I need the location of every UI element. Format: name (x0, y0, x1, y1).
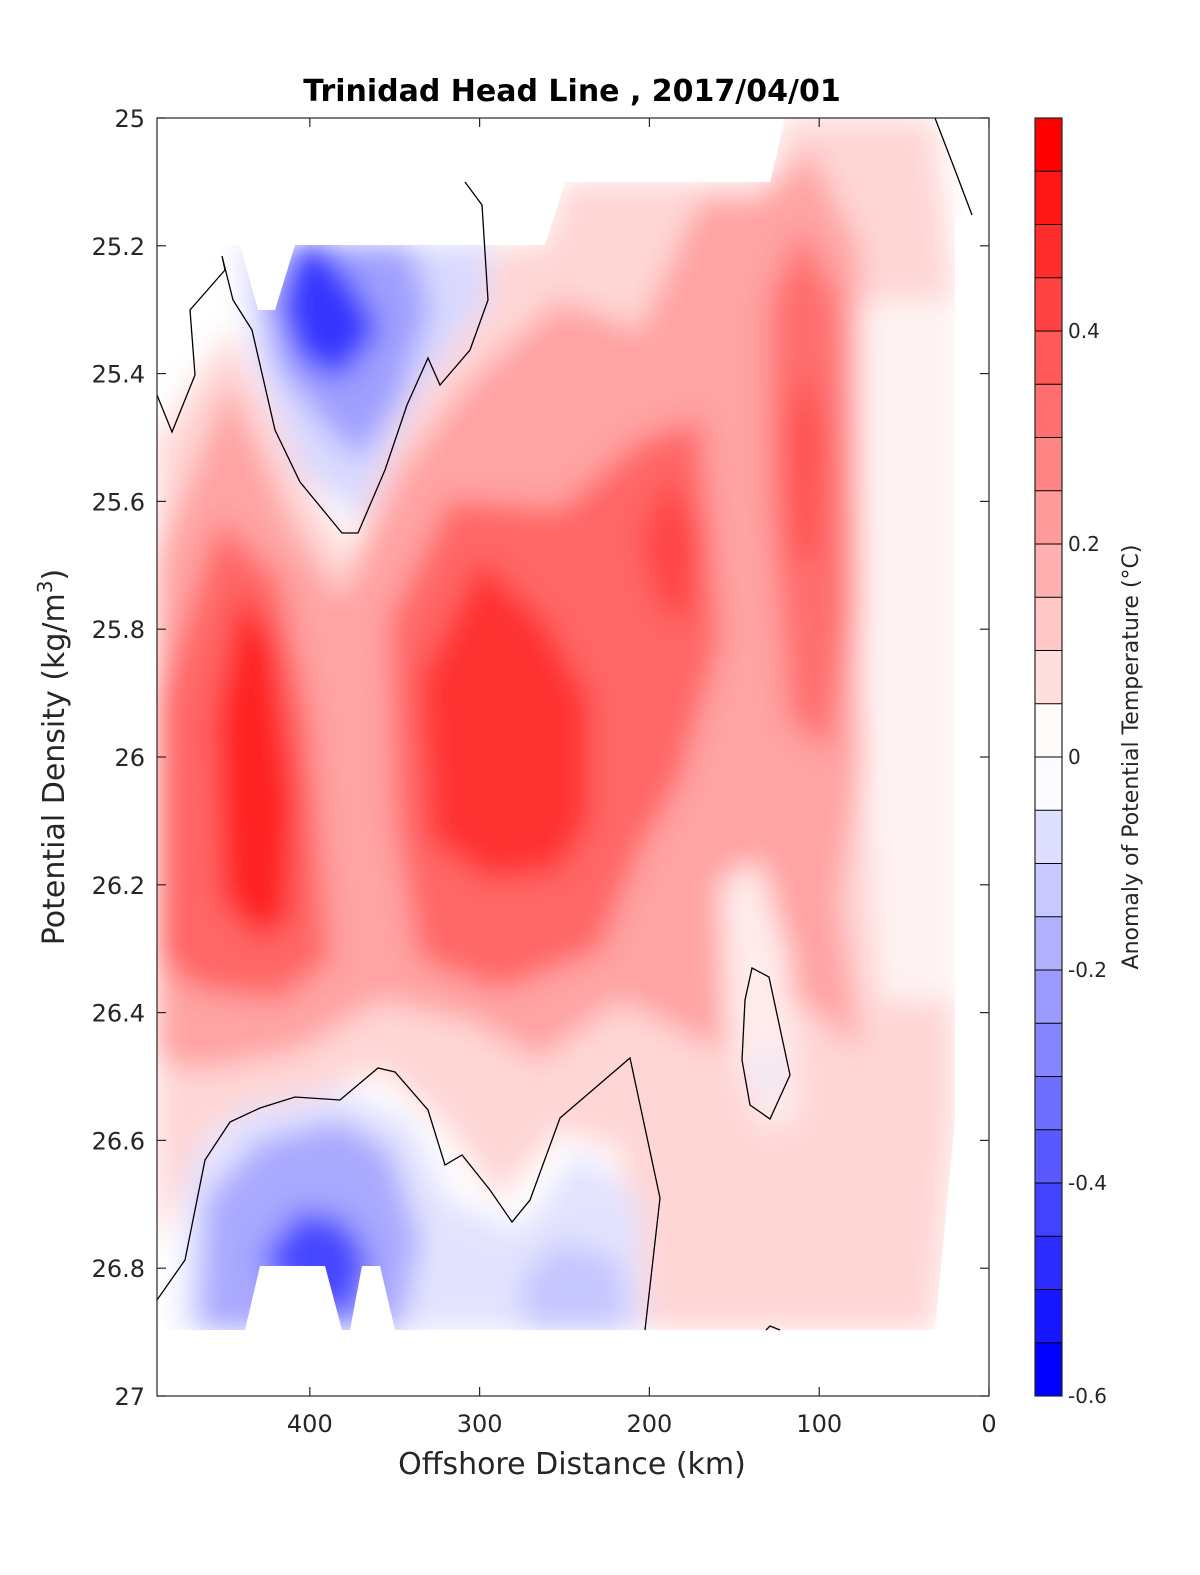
colorbar-level (1035, 1129, 1062, 1183)
x-tick-label: 400 (287, 1410, 333, 1438)
y-axis-label-superscript: 3 (33, 580, 57, 593)
y-tick-label: 27 (114, 1383, 145, 1411)
no-data-bottom-notch-2 (350, 1266, 395, 1330)
cool-core-north (280, 245, 380, 380)
colorbar-level (1035, 277, 1062, 331)
warm-spot-4 (790, 360, 820, 560)
colorbar-level (1035, 224, 1062, 278)
neutral-east (860, 300, 955, 1000)
colorbar-tick-label: 0.2 (1068, 532, 1100, 556)
colorbar-tick-label: 0 (1068, 745, 1081, 769)
no-data-bottom (157, 1330, 989, 1396)
colorbar-level (1035, 970, 1062, 1024)
colorbar-level (1035, 650, 1062, 704)
colorbar-level (1035, 1076, 1062, 1130)
no-data-west-notch (157, 245, 295, 310)
y-tick-label: 25.2 (92, 233, 145, 261)
cool-core-south (260, 1210, 370, 1320)
y-tick-label: 25 (114, 105, 145, 133)
colorbar-tick-label: -0.2 (1068, 958, 1107, 982)
colorbar-level (1035, 118, 1062, 172)
colorbar-level (1035, 1289, 1062, 1343)
x-axis-label: Offshore Distance (km) (398, 1447, 746, 1482)
x-tick-label: 100 (796, 1410, 842, 1438)
colorbar-level (1035, 490, 1062, 544)
cool-spot-east (755, 1040, 780, 1100)
x-axis: 400 300 200 100 0 (287, 118, 997, 1438)
colorbar-level (1035, 544, 1062, 598)
y-tick-label: 26.2 (92, 872, 145, 900)
colorbar-level (1035, 437, 1062, 491)
colorbar-level (1035, 703, 1062, 757)
warm-core-2 (420, 560, 590, 880)
colorbar-level (1035, 810, 1062, 864)
y-axis-label-suffix: ) (37, 569, 72, 581)
colorbar-level (1035, 384, 1062, 438)
colorbar-level (1035, 1183, 1062, 1237)
y-tick-label: 26.6 (92, 1127, 145, 1155)
zero-contour-south (157, 1056, 661, 1331)
y-tick-label: 25.8 (92, 616, 145, 644)
no-data-top-left (157, 118, 785, 245)
colorbar-level (1035, 171, 1062, 225)
colorbar-level (1035, 757, 1062, 811)
cool-region-south-east (520, 1240, 630, 1330)
colorbar-label: Anomaly of Potential Temperature (°C) (1119, 545, 1144, 970)
colorbar-level (1035, 597, 1062, 651)
colorbar: -0.6 -0.4 -0.2 0 0.2 0.4 (1034, 117, 1107, 1408)
y-axis: 25 25.2 25.4 25.6 25.8 26 26.2 26.4 26.6 26.8 27 (92, 105, 989, 1411)
x-tick-label: 300 (457, 1410, 503, 1438)
colorbar-level (1035, 1236, 1062, 1290)
y-tick-label: 25.4 (92, 361, 145, 389)
no-data-east (935, 215, 989, 1330)
colorbar-level (1035, 1023, 1062, 1077)
zero-contour-bottom (765, 1325, 781, 1331)
colorbar-frame (1034, 117, 1063, 1397)
colorbar-tick-label: -0.6 (1068, 1384, 1107, 1408)
colorbar-tick-label: 0.4 (1068, 319, 1100, 343)
chart-title: Trinidad Head Line , 2017/04/01 (303, 74, 840, 109)
warm-spot-3 (640, 470, 700, 620)
x-tick-label: 200 (627, 1410, 673, 1438)
colorbar-level (1035, 331, 1062, 385)
zero-contour-loop (741, 967, 791, 1120)
warm-core-1 (215, 590, 295, 940)
plot-area (157, 118, 989, 1396)
colorbar-level (1035, 1342, 1062, 1396)
y-tick-label: 25.6 (92, 488, 145, 516)
colorbar-level (1035, 916, 1062, 970)
y-tick-label: 26.4 (92, 1000, 145, 1028)
colorbar-level (1035, 863, 1062, 917)
anomaly-field (157, 118, 955, 1330)
y-tick-label: 26.8 (92, 1255, 145, 1283)
y-tick-label: 26 (114, 744, 145, 772)
no-data-bottom-notch-1 (245, 1266, 342, 1330)
colorbar-tick-label: -0.4 (1068, 1171, 1107, 1195)
no-data-mask (157, 118, 989, 1396)
x-tick-label: 0 (981, 1410, 996, 1438)
neutral-channel (720, 860, 800, 1130)
zero-contour-east (934, 118, 973, 216)
zero-contour-north (157, 181, 489, 534)
zero-contours (157, 118, 973, 1331)
y-axis-label: Potential Density (kg/m3) (33, 569, 72, 945)
y-axis-label-main: Potential Density (kg/m (37, 593, 72, 945)
